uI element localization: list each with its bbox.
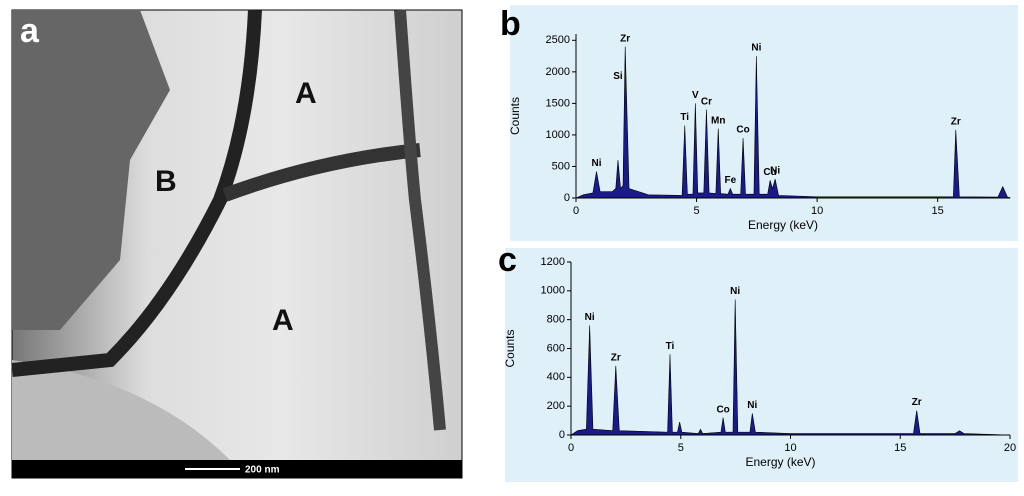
- peak-label: Zr: [951, 117, 961, 128]
- y-tick-label: 1200: [541, 256, 565, 268]
- chart-background: [510, 5, 1018, 241]
- y-tick-label: 1000: [541, 285, 565, 297]
- peak-label: Zr: [611, 352, 621, 363]
- y-tick-label: 1000: [546, 129, 570, 141]
- panel-label: c: [498, 241, 517, 279]
- y-tick-label: 0: [559, 429, 565, 441]
- y-axis-label: Counts: [503, 329, 517, 367]
- peak-label: Ti: [680, 112, 689, 123]
- region-label: A: [295, 77, 317, 110]
- panel-label: b: [500, 5, 521, 43]
- peak-label: Zr: [620, 33, 630, 44]
- boundary: [11, 9, 262, 377]
- peak-label: V: [692, 90, 699, 101]
- chart-background: [505, 248, 1018, 482]
- peak-label: Ti: [666, 341, 675, 352]
- peak-label: Fe: [724, 175, 736, 186]
- micrograph: 200 nm A B A a: [11, 9, 463, 479]
- y-tick-label: 500: [552, 160, 570, 172]
- x-axis-label: Energy (keV): [745, 455, 815, 469]
- peak-label: Mn: [711, 115, 725, 126]
- panel-label: a: [20, 12, 40, 50]
- y-tick-label: 400: [547, 371, 565, 383]
- peak-label: Si: [613, 71, 623, 82]
- x-tick-label: 15: [932, 205, 944, 217]
- y-tick-label: 0: [564, 192, 570, 204]
- spectrum-area: [569, 299, 1011, 436]
- peak-label: Ni: [751, 43, 761, 54]
- peak-label: Co: [716, 404, 729, 415]
- x-axis-label: Energy (keV): [748, 218, 818, 232]
- peak-label: Cr: [701, 96, 712, 107]
- peak-label: Co: [736, 125, 749, 136]
- x-tick-label: 10: [784, 442, 796, 454]
- y-tick-label: 2000: [546, 66, 570, 78]
- x-tick-label: 0: [573, 205, 579, 217]
- region-label: A: [272, 304, 294, 337]
- boundary: [394, 9, 446, 431]
- x-tick-label: 15: [894, 442, 906, 454]
- y-tick-label: 600: [547, 342, 565, 354]
- dark-region: [12, 10, 170, 330]
- x-tick-label: 10: [811, 205, 823, 217]
- x-tick-label: 0: [568, 442, 574, 454]
- boundary: [222, 143, 421, 202]
- x-tick-label: 5: [678, 442, 684, 454]
- y-tick-label: 1500: [546, 97, 570, 109]
- grain-region: [12, 360, 230, 460]
- peak-label: Ni: [585, 312, 595, 323]
- peak-label: Ni: [591, 158, 601, 169]
- scale-bar-label: 200 nm: [245, 465, 280, 476]
- x-tick-label: 5: [693, 205, 699, 217]
- peak-label: Zr: [912, 397, 922, 408]
- peak-label: Cu: [763, 167, 776, 178]
- spectrum-area: [575, 46, 1011, 199]
- y-tick-label: 2500: [546, 34, 570, 46]
- peak-label: Ni: [770, 166, 780, 177]
- peak-label: Ni: [730, 286, 740, 297]
- y-axis-label: Counts: [508, 97, 522, 135]
- region-label: B: [155, 165, 177, 198]
- x-tick-label: 20: [1004, 442, 1016, 454]
- y-tick-label: 200: [547, 400, 565, 412]
- y-tick-label: 800: [547, 314, 565, 326]
- peak-label: Ni: [747, 400, 757, 411]
